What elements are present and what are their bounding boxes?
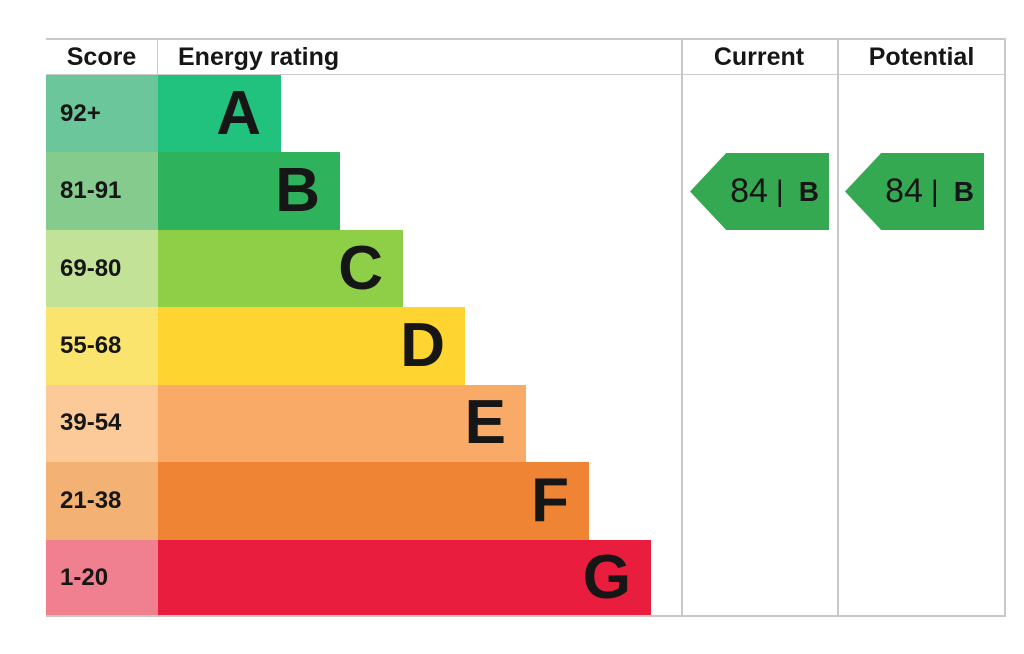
band-row-f: 21-38 F bbox=[46, 462, 1006, 540]
band-a-letter: A bbox=[216, 78, 261, 148]
band-d-score-cell: 55-68 bbox=[46, 307, 158, 385]
band-e-bar: E bbox=[158, 384, 526, 463]
band-d-score-label: 55-68 bbox=[60, 331, 122, 359]
potential-separator: | bbox=[930, 174, 939, 208]
band-a-score-label: 92+ bbox=[60, 99, 101, 127]
potential-column-header: Potential bbox=[868, 42, 975, 71]
band-row-d: 55-68 D bbox=[46, 307, 1006, 385]
band-a-score-cell: 92+ bbox=[46, 75, 158, 153]
potential-rating-letter: B bbox=[953, 175, 974, 207]
band-a-bar: A bbox=[158, 75, 281, 153]
band-c-letter: C bbox=[338, 233, 383, 303]
potential-column bbox=[837, 38, 1006, 617]
band-c-score-cell: 69-80 bbox=[46, 229, 158, 308]
band-e-score-cell: 39-54 bbox=[46, 384, 158, 463]
band-f-letter: F bbox=[531, 465, 569, 535]
band-c-score-label: 69-80 bbox=[60, 254, 122, 282]
band-f-score-cell: 21-38 bbox=[46, 462, 158, 540]
band-g-score-cell: 1-20 bbox=[46, 539, 158, 617]
score-column-header: Score bbox=[46, 40, 158, 74]
band-b-score-label: 81-91 bbox=[60, 177, 122, 205]
table-header-row: Score Energy rating Current Potential bbox=[46, 38, 1006, 75]
band-f-score-label: 21-38 bbox=[60, 486, 122, 514]
band-g-score-label: 1-20 bbox=[60, 564, 109, 592]
table-bottom-border bbox=[46, 615, 1006, 617]
band-rows: 92+ A 81-91 B 69-80 C 55-68 bbox=[46, 75, 1006, 617]
band-d-letter: D bbox=[400, 310, 445, 380]
band-b-bar: B bbox=[158, 152, 340, 230]
band-g-letter: G bbox=[582, 543, 631, 613]
band-row-e: 39-54 E bbox=[46, 384, 1006, 463]
band-row-a: 92+ A bbox=[46, 75, 1006, 153]
current-column-header: Current bbox=[713, 42, 805, 71]
band-f-bar: F bbox=[158, 462, 589, 540]
band-row-b: 81-91 B bbox=[46, 152, 1006, 230]
band-b-letter: B bbox=[275, 156, 320, 226]
band-g-bar: G bbox=[158, 539, 651, 617]
band-row-c: 69-80 C bbox=[46, 229, 1006, 308]
band-d-bar: D bbox=[158, 307, 465, 385]
potential-score-value: 84 bbox=[885, 172, 923, 210]
band-c-bar: C bbox=[158, 229, 403, 308]
band-e-letter: E bbox=[464, 388, 506, 458]
current-column bbox=[681, 38, 837, 617]
band-row-g: 1-20 G bbox=[46, 539, 1006, 617]
energy-rating-column-header: Energy rating bbox=[178, 42, 340, 71]
current-score-value: 84 bbox=[730, 172, 768, 210]
band-e-score-label: 39-54 bbox=[60, 409, 122, 437]
current-separator: | bbox=[775, 174, 784, 208]
current-rating-letter: B bbox=[798, 175, 819, 207]
band-b-score-cell: 81-91 bbox=[46, 152, 158, 230]
